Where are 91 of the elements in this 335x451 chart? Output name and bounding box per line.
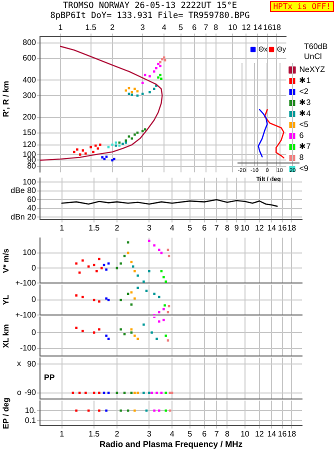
x-tick-label: 18 xyxy=(272,23,282,32)
x-tick-label: 10 xyxy=(240,223,250,232)
x-tick-label: 8 xyxy=(214,23,219,32)
x-tick-label: 3 xyxy=(146,223,152,232)
y-tick-label: 80 xyxy=(27,162,37,171)
x-tick-label: 8 xyxy=(224,223,230,232)
x-tick-label: 7 xyxy=(214,430,220,439)
y-axis-title: V* m/s xyxy=(1,247,11,275)
x-tick-label: 1 xyxy=(60,223,65,232)
x-tick-label: 1.5 xyxy=(85,23,97,32)
x-tick-label: 10 xyxy=(228,23,238,32)
y-tick-label: 90 xyxy=(27,359,37,368)
y-tick-label: 100 xyxy=(22,248,37,258)
text: T60dB xyxy=(304,42,328,51)
text: UnCl xyxy=(304,52,322,61)
y-tick-label: 600 xyxy=(22,54,37,63)
text: o xyxy=(17,388,22,398)
y-tick-label: dBe 80 xyxy=(10,186,37,196)
y-axis-title: EP / deg xyxy=(1,398,11,430)
legend-label: <5 xyxy=(299,120,309,130)
x-tick-label: 2 xyxy=(114,430,120,439)
y-tick-label: 200 xyxy=(22,112,37,122)
y-tick-label: 0 xyxy=(32,328,37,337)
x-tick-label: 5 xyxy=(188,223,193,232)
y-tick-label: 60 xyxy=(27,194,37,204)
y-tick-label: 0 xyxy=(32,295,37,304)
y-tick-label: -100 xyxy=(20,344,37,353)
x-tick-label: 1.5 xyxy=(88,223,100,232)
x-tick-label: 18 xyxy=(287,223,297,232)
legend-label: <2 xyxy=(299,87,309,96)
y-tick-label: 800 xyxy=(22,38,37,48)
legend-label: ✱4 xyxy=(299,109,312,118)
y-tick-label: 100 xyxy=(22,177,37,186)
legend-label: NeXYZ xyxy=(299,65,326,74)
x-tick-label: 14 xyxy=(267,430,277,439)
y-tick-label: -90 xyxy=(24,388,37,398)
chart-title: TROMSO NORWAY 26-05-13 2222UT 15°E xyxy=(63,1,237,11)
legend-label: ✱1 xyxy=(299,76,312,86)
y-tick-label: +-100 xyxy=(15,310,37,320)
legend-label: ✱7 xyxy=(299,142,312,152)
x-axis-title: Radio and Plasma Frequency / MHz xyxy=(99,439,243,450)
y-tick-label: 300 xyxy=(22,90,37,100)
x-tick-label: 12 xyxy=(242,23,252,32)
y-axis-title: YL xyxy=(1,294,11,308)
y-tick-label: 40 xyxy=(27,204,37,213)
x-tick-label: 4 xyxy=(162,23,167,32)
x-tick-label: 2 xyxy=(110,23,116,32)
x-tick-label: 6 xyxy=(202,223,208,232)
y-axis-title: R', R / km xyxy=(1,80,11,120)
x-tick-label: 1 xyxy=(58,23,64,32)
x-tick-label: 1 xyxy=(60,430,65,439)
x-tick-label: 3 xyxy=(146,430,152,439)
x-tick-label: 12 xyxy=(254,430,264,439)
x-tick-label: 5 xyxy=(178,23,184,32)
x-tick-label: 8 xyxy=(224,430,230,439)
x-tick-label: 3 xyxy=(140,23,146,32)
y-tick-label: +-100 xyxy=(15,278,37,288)
legend-label: ✱3 xyxy=(299,98,312,108)
text: x xyxy=(17,359,21,370)
x-tick-label: 12 xyxy=(254,223,264,232)
x-tick-label: 16 xyxy=(278,223,288,232)
x-tick-label: 7 xyxy=(214,223,220,232)
x-tick-label: 10 xyxy=(240,430,250,439)
y-tick-label: 150 xyxy=(22,128,37,137)
y-tick-label: 400 xyxy=(22,75,37,84)
x-tick-label: 14 xyxy=(253,23,263,32)
x-tick-label: 18 xyxy=(287,430,297,439)
y-tick-label: dBn 20 xyxy=(10,212,37,222)
y-tick-label: 10. xyxy=(24,406,36,415)
x-tick-label: 2 xyxy=(114,223,120,232)
x-tick-label: 5 xyxy=(188,430,193,439)
x-tick-label: 4 xyxy=(170,430,175,439)
legend-label: 6 xyxy=(299,131,304,140)
text: HPTx is OFF! xyxy=(270,1,334,12)
legend-label: 8 xyxy=(299,153,304,162)
x-tick-label: 7 xyxy=(204,23,209,32)
x-tick-label: 14 xyxy=(267,223,277,232)
x-tick-label: 1.5 xyxy=(88,430,100,439)
y-axis-title: XL km xyxy=(1,324,11,350)
x-tick-label: 9 xyxy=(234,223,240,232)
y-tick-label: 0.1 xyxy=(24,416,37,425)
annotation: PP xyxy=(44,373,55,382)
legend-label: <9 xyxy=(299,164,309,174)
x-tick-label: 6 xyxy=(202,430,208,439)
x-tick-label: 16 xyxy=(263,23,273,32)
x-tick-label: 4 xyxy=(170,223,175,232)
x-tick-label: 6 xyxy=(192,23,198,32)
y-tick-label: 0 xyxy=(32,263,37,272)
x-tick-label: 16 xyxy=(278,430,288,439)
y-tick-label: 120 xyxy=(22,140,37,149)
chart-subtitle: 8pBP6It DoY= 133.931 File= TR959780.BPG xyxy=(49,11,251,21)
